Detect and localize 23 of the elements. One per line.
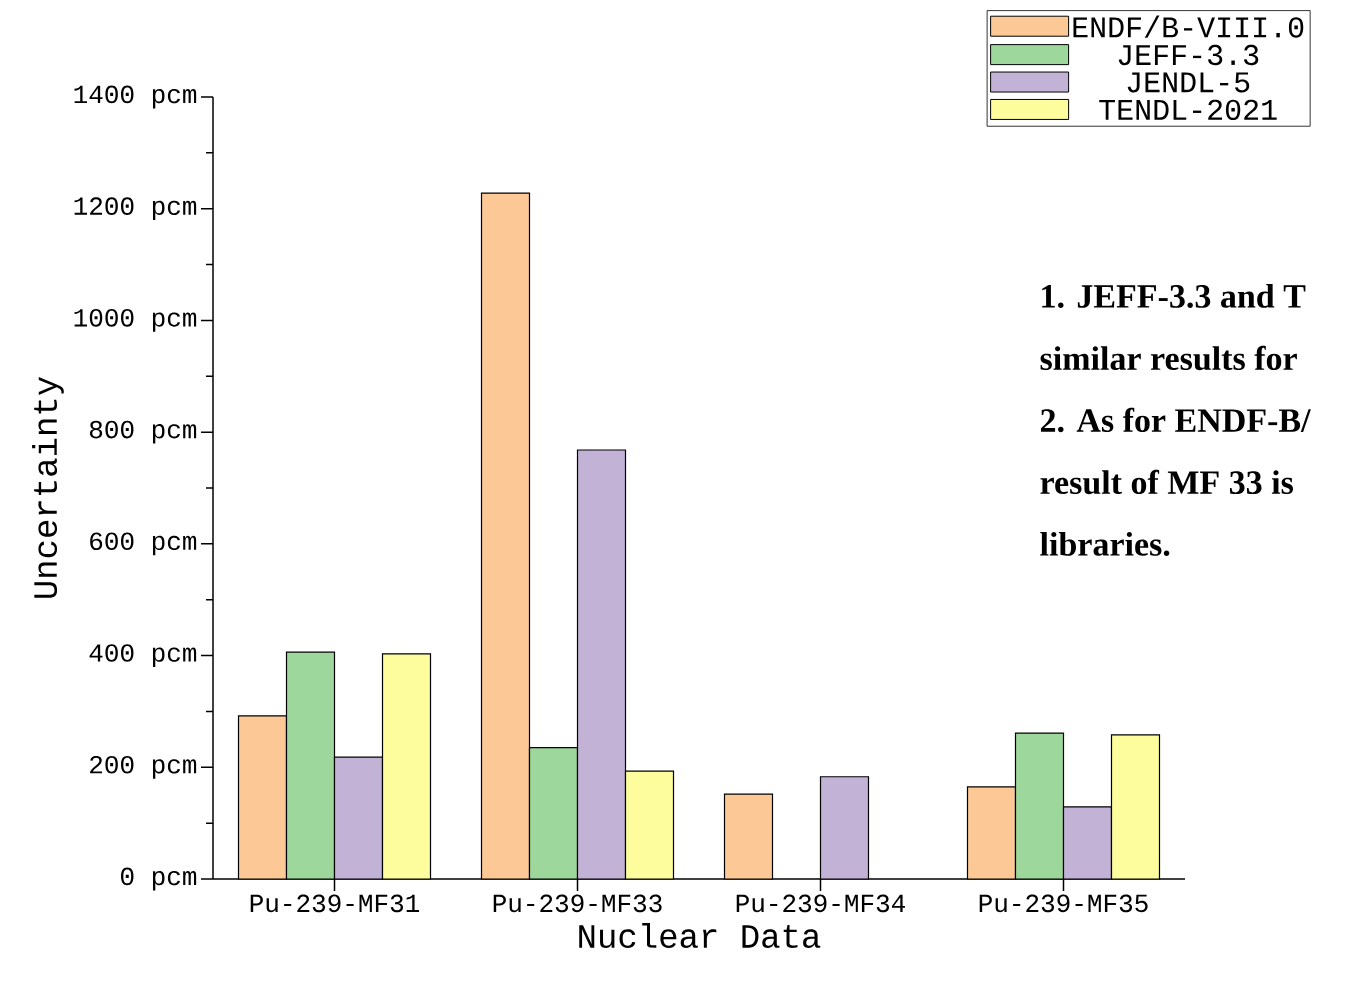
- y-tick-label: 0 pcm: [121, 867, 197, 891]
- legend-label: JEFF-3.3: [1118, 44, 1259, 66]
- legend-label: TENDL-2021: [1099, 99, 1277, 121]
- y-tick-label: 800 pcm: [89, 420, 197, 444]
- x-tick-label: Pu-239-MF33: [493, 894, 662, 913]
- legend-label: JENDL-5: [1127, 72, 1250, 93]
- x-tick-label: Pu-239-MF34: [736, 894, 905, 913]
- annotation: libraries.: [1040, 531, 1170, 557]
- y-tick-label: 600 pcm: [90, 532, 197, 556]
- annotation: similar results for: [1040, 345, 1297, 371]
- y-tick-label: 400 pcm: [89, 644, 197, 667]
- y-axis-title: Uncertainty: [32, 376, 64, 598]
- annotation: 2. As for ENDF-B/: [1040, 407, 1311, 433]
- x-axis-title: Nuclear Data: [579, 923, 821, 948]
- x-tick-label: Pu-239-MF35: [979, 894, 1148, 913]
- y-tick-label: 1200 pcm: [74, 197, 197, 221]
- annotation: 1. JEFF-3.3 and T: [1042, 283, 1306, 309]
- y-tick-label: 1400 pcm: [74, 85, 197, 109]
- y-tick-label: 1000 pcm: [74, 309, 197, 332]
- y-tick-label: 200 pcm: [90, 755, 197, 779]
- x-tick-label: Pu-239-MF31: [250, 894, 420, 913]
- legend-label: ENDF/B-VIII.0: [1073, 15, 1304, 38]
- annotation: result of MF 33 is: [1040, 469, 1294, 495]
